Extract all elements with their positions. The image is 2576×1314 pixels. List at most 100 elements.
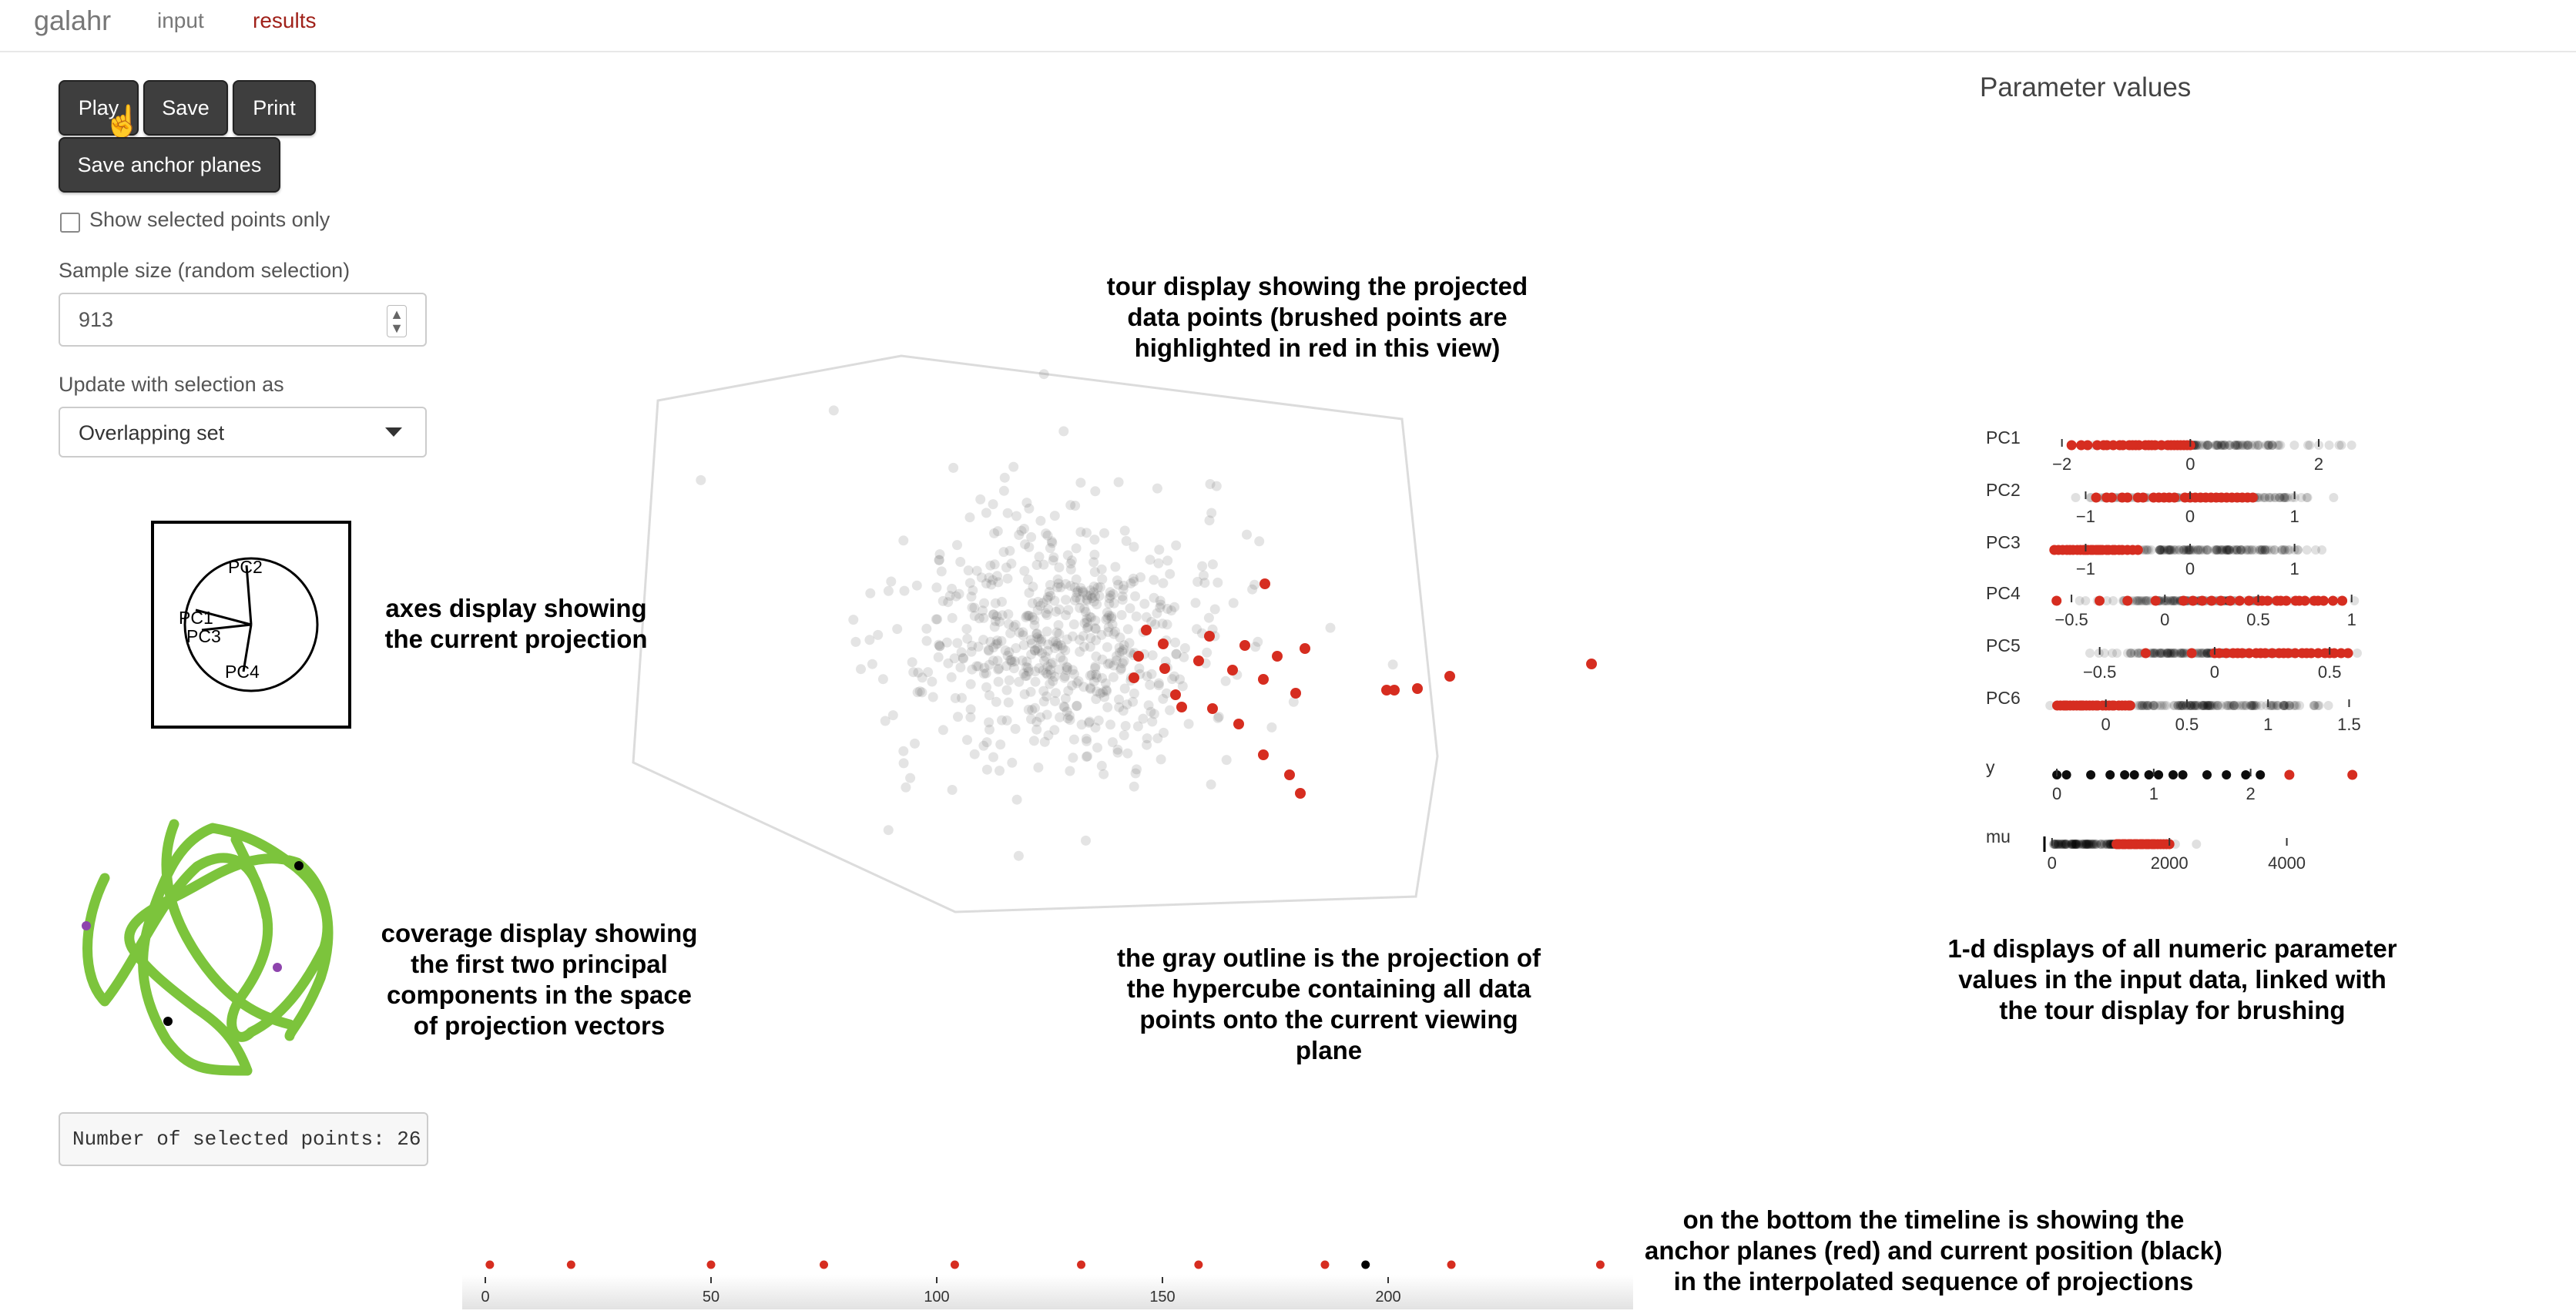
strip-point[interactable] — [2279, 545, 2289, 555]
strip-point[interactable] — [2190, 545, 2200, 555]
projected-point[interactable] — [1142, 739, 1152, 750]
strip-point[interactable] — [2061, 840, 2071, 849]
projected-point[interactable] — [985, 636, 996, 647]
projected-point[interactable] — [1109, 629, 1119, 639]
strip-point[interactable] — [2152, 649, 2162, 658]
projected-point[interactable] — [1038, 665, 1048, 675]
projected-point[interactable] — [1023, 666, 1034, 677]
strip-point[interactable] — [2231, 545, 2241, 555]
brushed-point[interactable] — [1159, 663, 1170, 674]
strip-point[interactable] — [2233, 441, 2243, 450]
brushed-point[interactable] — [1259, 578, 1270, 589]
projected-point[interactable] — [1054, 664, 1065, 675]
projected-point[interactable] — [927, 692, 938, 702]
brushed-point[interactable] — [1227, 665, 1238, 675]
strip-point[interactable] — [2199, 545, 2209, 555]
projected-point[interactable] — [873, 629, 884, 640]
strip-point[interactable] — [2292, 701, 2302, 710]
projected-point[interactable] — [1104, 598, 1115, 609]
strip-point[interactable] — [2269, 701, 2279, 710]
projected-point[interactable] — [946, 672, 957, 682]
projected-point[interactable] — [1169, 602, 1180, 612]
strip-point[interactable] — [2056, 840, 2066, 849]
projected-point[interactable] — [947, 583, 958, 594]
projected-point[interactable] — [950, 692, 961, 703]
projected-point[interactable] — [1102, 659, 1113, 669]
projected-point[interactable] — [1059, 702, 1070, 712]
projected-point[interactable] — [1038, 696, 1049, 707]
strip-brushed-point[interactable] — [2206, 595, 2217, 606]
strip-point[interactable] — [2232, 441, 2242, 450]
strip-point[interactable] — [2132, 596, 2142, 605]
projected-point[interactable] — [1068, 753, 1078, 763]
projected-point[interactable] — [1096, 760, 1107, 771]
projected-point[interactable] — [1023, 704, 1034, 715]
strip-point[interactable] — [2142, 701, 2152, 710]
projected-point[interactable] — [988, 499, 998, 510]
projected-point[interactable] — [1062, 662, 1072, 672]
strip-point[interactable] — [2089, 840, 2099, 849]
strip-point[interactable] — [2309, 701, 2319, 710]
projected-point[interactable] — [1049, 672, 1060, 682]
strip-point[interactable] — [2048, 840, 2058, 849]
strip-point[interactable] — [2264, 441, 2274, 450]
projected-point[interactable] — [1065, 564, 1076, 575]
projected-point[interactable] — [1048, 555, 1058, 566]
projected-point[interactable] — [1199, 570, 1209, 581]
strip-point[interactable] — [2054, 840, 2064, 849]
projected-point[interactable] — [1102, 607, 1112, 618]
projected-point[interactable] — [1129, 688, 1139, 699]
strip-brushed-point[interactable] — [2123, 700, 2134, 711]
projected-point[interactable] — [1145, 706, 1156, 717]
strip-point[interactable] — [2217, 441, 2226, 450]
strip-point[interactable] — [2189, 701, 2199, 710]
projected-point[interactable] — [1004, 647, 1015, 658]
projected-point[interactable] — [1006, 655, 1017, 665]
projected-point[interactable] — [898, 535, 909, 546]
projected-point[interactable] — [1045, 580, 1055, 590]
projected-point[interactable] — [1107, 619, 1118, 630]
strip-point[interactable] — [2166, 649, 2176, 658]
strip-point[interactable] — [2144, 545, 2154, 555]
strip-point[interactable] — [2079, 840, 2089, 849]
projected-point[interactable] — [988, 752, 998, 763]
strip-point[interactable] — [2108, 649, 2118, 658]
strip-point[interactable] — [2085, 840, 2095, 849]
projected-point[interactable] — [1211, 481, 1222, 491]
strip-point[interactable] — [2162, 701, 2172, 710]
strip-point[interactable] — [2202, 441, 2212, 450]
projected-point[interactable] — [1004, 675, 1015, 685]
strip-point[interactable] — [2148, 649, 2158, 658]
projected-point[interactable] — [1043, 639, 1054, 650]
projected-point[interactable] — [1060, 693, 1071, 704]
projected-point[interactable] — [965, 712, 976, 722]
strip-point[interactable] — [2051, 840, 2060, 849]
projected-point[interactable] — [1069, 582, 1080, 593]
projected-point[interactable] — [991, 639, 1001, 650]
strip-point[interactable] — [2223, 441, 2233, 450]
projected-point[interactable] — [1154, 545, 1165, 555]
projected-point[interactable] — [949, 653, 960, 664]
brushed-point[interactable] — [1290, 688, 1301, 699]
strip-point[interactable] — [2237, 701, 2247, 710]
strip-point[interactable] — [2202, 545, 2212, 555]
strip-point[interactable] — [2185, 545, 2194, 555]
projected-point[interactable] — [948, 462, 959, 473]
projected-point[interactable] — [934, 641, 945, 652]
projected-point[interactable] — [1085, 590, 1096, 601]
projected-point[interactable] — [1002, 573, 1013, 584]
projected-point[interactable] — [1071, 592, 1082, 603]
strip-point[interactable] — [2154, 770, 2164, 779]
strip-brushed-point[interactable] — [2205, 492, 2216, 503]
strip-point[interactable] — [2129, 770, 2139, 779]
projected-point[interactable] — [1032, 632, 1043, 642]
projected-point[interactable] — [1122, 748, 1133, 759]
projected-point[interactable] — [1067, 680, 1078, 691]
strip-point[interactable] — [2075, 840, 2085, 849]
strip-point[interactable] — [2323, 701, 2333, 710]
strip-point[interactable] — [2158, 649, 2168, 658]
strip-point[interactable] — [2132, 596, 2142, 605]
projected-point[interactable] — [1132, 721, 1143, 732]
strip-point[interactable] — [2135, 701, 2145, 710]
projected-point[interactable] — [1018, 668, 1029, 679]
